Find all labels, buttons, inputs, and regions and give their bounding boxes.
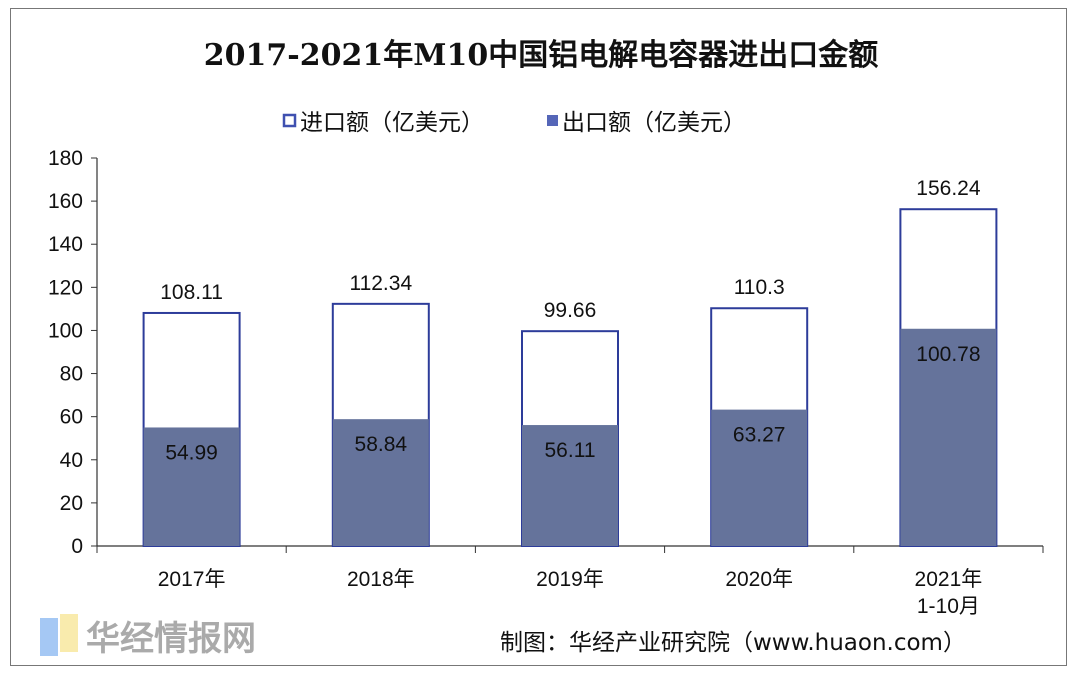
data-label-export: 56.11 (545, 439, 596, 462)
y-tick-label: 60 (60, 406, 83, 429)
bar-export (332, 419, 429, 546)
data-label-import: 156.24 (916, 177, 981, 200)
x-tick-label: 2020年 (725, 568, 793, 591)
y-tick-label: 180 (48, 147, 83, 170)
chart-frame (10, 8, 1067, 666)
data-label-export: 100.78 (916, 343, 980, 366)
data-label-import: 108.11 (160, 281, 223, 304)
y-tick-label: 0 (71, 535, 83, 558)
legend: 进口额（亿美元） 出口额（亿美元） (282, 110, 746, 136)
legend-marker-import (282, 113, 297, 128)
watermark-logo-blue (40, 618, 58, 656)
x-tick-label: 2018年 (347, 568, 415, 591)
bar-export (522, 425, 618, 546)
y-tick-label: 140 (48, 233, 83, 256)
y-tick-label: 80 (60, 363, 83, 386)
y-tick-label: 20 (60, 492, 83, 515)
y-tick-label: 160 (48, 190, 83, 213)
watermark-logo-text: 华经情报网 (86, 619, 256, 659)
legend-label-import: 进口额（亿美元） (300, 110, 484, 136)
source-note: 制图：华经产业研究院（www.huaon.com） (500, 630, 966, 656)
x-tick-label: 2019年 (536, 568, 604, 591)
legend-label-export: 出口额（亿美元） (562, 110, 746, 136)
bar-export (900, 328, 997, 546)
legend-marker-export (547, 115, 558, 126)
data-label-import: 110.3 (734, 276, 785, 299)
data-label-export: 63.27 (733, 424, 786, 447)
data-label-import: 112.34 (349, 272, 412, 295)
watermark-logo-yellow (60, 614, 78, 652)
y-tick-label: 120 (48, 276, 83, 299)
data-label-export: 54.99 (165, 441, 218, 464)
y-tick-label: 100 (48, 319, 83, 342)
y-tick-label: 40 (60, 449, 83, 472)
x-tick-label: 2017年 (158, 568, 226, 591)
watermark-logo: 华经情报网 (40, 614, 256, 659)
x-tick-label: 2021年 (915, 568, 983, 591)
x-tick-label: 1-10月 (917, 595, 980, 618)
data-label-import: 99.66 (544, 299, 597, 322)
bar-export (143, 427, 240, 546)
bar-export (711, 409, 808, 546)
data-label-export: 58.84 (355, 433, 408, 456)
chart-title: 2017-2021年M10中国铝电解电容器进出口金额 (204, 38, 878, 73)
